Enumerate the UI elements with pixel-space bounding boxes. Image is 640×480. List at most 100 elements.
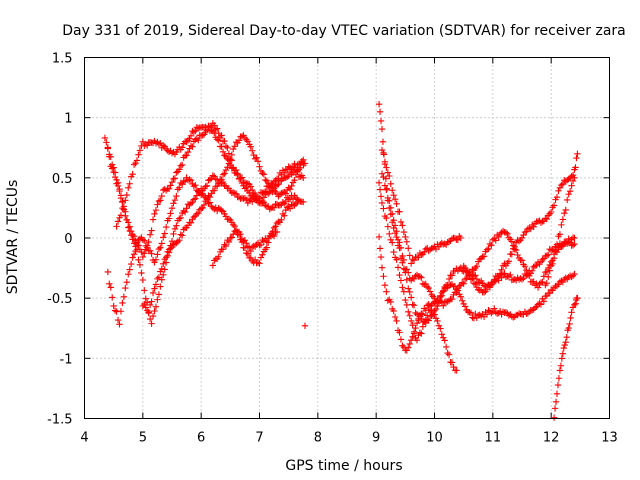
data-point-marker (545, 251, 552, 258)
data-point-marker (235, 137, 243, 144)
data-point-marker (129, 254, 136, 261)
data-point-marker (148, 250, 155, 257)
data-point-marker (104, 144, 112, 151)
data-point-marker (269, 228, 276, 235)
data-point-marker (235, 193, 243, 201)
data-point-marker (457, 234, 464, 242)
data-point-marker (434, 296, 441, 304)
y-tick-label: -0.5 (47, 292, 72, 307)
data-point-marker (221, 182, 228, 189)
y-tick-label: -1 (60, 352, 73, 367)
data-point-marker (472, 272, 479, 279)
data-point-marker (445, 275, 453, 283)
data-point-marker (441, 298, 448, 306)
data-point-marker (376, 245, 384, 252)
data-point-marker (405, 269, 412, 276)
data-point-marker (151, 285, 158, 292)
data-point-marker (407, 260, 415, 267)
data-point-marker (418, 274, 425, 281)
data-point-marker (488, 309, 495, 317)
data-point-marker (114, 218, 122, 225)
data-point-marker (389, 239, 396, 246)
data-point-marker (218, 207, 225, 214)
data-point-marker (123, 191, 130, 199)
data-point-marker (286, 205, 294, 212)
data-point-marker (132, 247, 139, 255)
data-point-marker (180, 177, 187, 185)
data-point-marker (203, 182, 211, 190)
data-point-marker (254, 259, 262, 266)
axis-ticks: 4 5 6 7 8 9 10 11 12 13 1.5 1 0.5 0 -0.5 -1 -1.5 (47, 52, 618, 446)
data-point-marker (298, 158, 305, 165)
data-point-marker (383, 214, 390, 222)
data-point-marker (168, 205, 176, 212)
data-point-marker (221, 152, 228, 159)
data-point-marker (421, 248, 428, 256)
data-point-marker (562, 274, 569, 282)
data-point-marker (136, 261, 144, 269)
data-point-marker (122, 284, 129, 292)
data-point-marker (294, 167, 301, 175)
data-point-marker (104, 268, 112, 276)
data-point-marker (138, 269, 145, 277)
data-point-marker (110, 164, 117, 171)
data-point-marker (113, 223, 120, 230)
data-point-marker (199, 204, 206, 212)
data-point-marker (262, 202, 269, 209)
data-point-marker (152, 206, 160, 214)
data-point-marker (486, 240, 494, 248)
data-point-marker (238, 133, 246, 140)
data-point-marker (240, 195, 247, 202)
data-point-marker (424, 283, 431, 291)
data-point-marker (270, 224, 278, 232)
data-point-marker (278, 216, 285, 224)
data-point-marker (221, 241, 228, 248)
data-point-marker (251, 190, 259, 198)
data-point-marker (282, 190, 289, 197)
data-point-marker (263, 244, 270, 251)
data-point-marker (117, 212, 125, 219)
data-point-marker (418, 251, 425, 259)
data-point-marker (222, 242, 230, 250)
data-point-marker (212, 204, 219, 211)
data-point-marker (550, 254, 558, 262)
data-point-marker (129, 170, 136, 178)
data-point-marker (214, 136, 221, 143)
data-point-marker (259, 251, 266, 258)
data-point-marker (164, 248, 171, 255)
data-point-marker (238, 174, 246, 181)
data-point-marker (231, 227, 238, 235)
data-point-marker (294, 198, 301, 206)
data-point-marker (247, 143, 254, 150)
data-point-marker (206, 199, 214, 206)
data-point-marker (139, 236, 147, 243)
data-point-marker (418, 310, 425, 317)
data-point-marker (218, 143, 225, 150)
data-point-marker (403, 266, 410, 273)
x-tick-label: 12 (543, 431, 560, 446)
x-tick-label: 6 (197, 431, 205, 446)
data-point-marker (495, 233, 502, 241)
data-point-marker (254, 158, 262, 165)
data-point-marker (265, 190, 272, 197)
data-point-marker (445, 282, 453, 289)
data-point-marker (448, 235, 456, 243)
data-point-marker (571, 234, 578, 242)
data-point-marker (393, 317, 400, 325)
data-point-marker (405, 245, 412, 252)
data-point-marker (514, 251, 521, 259)
data-point-marker (295, 197, 303, 204)
data-point-marker (518, 234, 526, 242)
data-point-marker (259, 169, 266, 177)
data-point-marker (165, 185, 173, 193)
data-point-marker (235, 231, 243, 239)
data-point-marker (193, 135, 200, 142)
data-point-marker (243, 196, 250, 204)
data-point-marker (222, 166, 230, 174)
data-point-marker (426, 246, 434, 253)
data-point-marker (537, 301, 545, 308)
data-point-marker (507, 271, 514, 279)
data-point-marker (434, 317, 441, 325)
data-point-marker (135, 256, 142, 264)
data-point-marker (211, 187, 218, 194)
